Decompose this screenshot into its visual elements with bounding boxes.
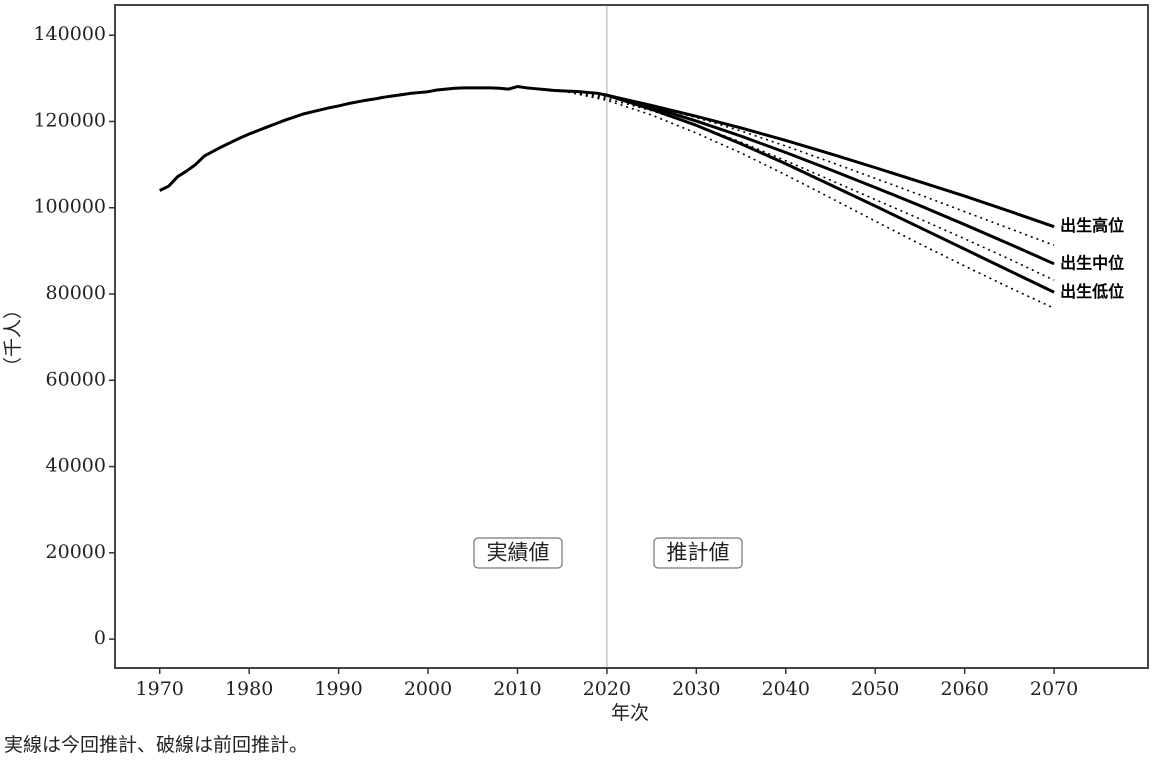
plot-frame bbox=[114, 4, 1149, 669]
series-line bbox=[606, 93, 1055, 229]
y-tick-label: 40000 bbox=[46, 455, 106, 477]
series-label: 出生低位 bbox=[1060, 282, 1124, 301]
series-line bbox=[606, 93, 1055, 266]
previous-projection-line bbox=[562, 90, 1055, 281]
y-tick-label: 140000 bbox=[33, 23, 106, 45]
y-tick-label: 0 bbox=[94, 627, 106, 649]
series-label: 出生中位 bbox=[1060, 253, 1124, 272]
x-axis-title: 年次 bbox=[611, 702, 649, 724]
x-tick-label: 2000 bbox=[404, 678, 452, 700]
x-tick-label: 1980 bbox=[225, 678, 273, 700]
series-line bbox=[159, 85, 608, 192]
footnote: 実線は今回推計、破線は前回推計。 bbox=[4, 734, 308, 756]
x-tick-label: 2070 bbox=[1030, 678, 1078, 700]
y-tick-label: 20000 bbox=[46, 541, 106, 563]
previous-projection-line bbox=[562, 90, 1055, 309]
x-tick-label: 2060 bbox=[940, 678, 988, 700]
annotation-box bbox=[653, 537, 743, 569]
annotation-box bbox=[473, 537, 563, 569]
x-tick-label: 1990 bbox=[314, 678, 362, 700]
y-axis-title: （千人） bbox=[2, 300, 24, 376]
y-tick-label: 100000 bbox=[33, 196, 106, 218]
y-tick-label: 80000 bbox=[46, 282, 106, 304]
series-label: 出生高位 bbox=[1060, 216, 1124, 235]
series-line bbox=[606, 93, 1055, 294]
x-tick-label: 2030 bbox=[672, 678, 720, 700]
y-tick-label: 120000 bbox=[33, 109, 106, 131]
x-tick-label: 2040 bbox=[762, 678, 810, 700]
annotation: 実績値 bbox=[487, 541, 550, 565]
x-tick-label: 2020 bbox=[583, 678, 631, 700]
x-tick-label: 2050 bbox=[851, 678, 899, 700]
x-tick-label: 2010 bbox=[493, 678, 541, 700]
x-tick-label: 1970 bbox=[136, 678, 184, 700]
annotation: 推計値 bbox=[667, 541, 730, 565]
y-tick-label: 60000 bbox=[46, 368, 106, 390]
